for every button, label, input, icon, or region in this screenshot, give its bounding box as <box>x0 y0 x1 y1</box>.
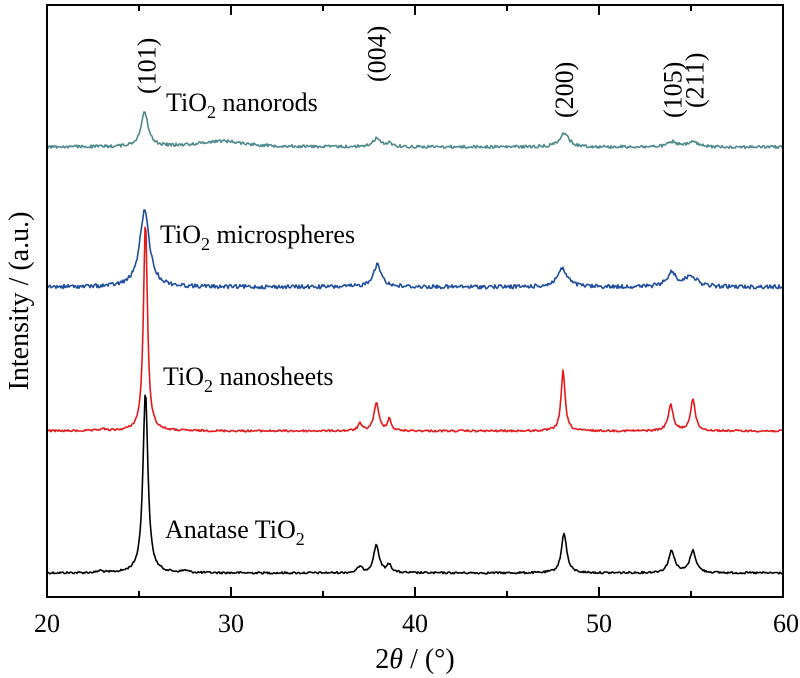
series-labels: Anatase TiO2 TiO2 nanosheets TiO2 microsph… <box>160 88 355 549</box>
x-tick-label-4: 60 <box>773 609 799 638</box>
x-tick-label-1: 30 <box>218 609 244 638</box>
series-line-1 <box>46 226 784 433</box>
x-tick-label-0: 20 <box>34 609 60 638</box>
series-traces <box>46 111 784 575</box>
x-tick-label-2: 40 <box>402 609 428 638</box>
series-line-3 <box>46 111 784 150</box>
x-tick-labels: 20 30 40 50 60 <box>34 609 799 638</box>
peak-label-1: (004) <box>362 26 391 82</box>
series-label-2: TiO2 microspheres <box>160 220 355 254</box>
series-label-1: TiO2 nanosheets <box>163 362 334 396</box>
peak-labels: (101) (004) (200) (105)(211) <box>132 26 709 118</box>
series-label-0: Anatase TiO2 <box>165 515 305 549</box>
peak-label-0: (101) <box>132 38 161 94</box>
series-label-3: TiO2 nanorods <box>166 88 318 122</box>
peak-label-2: (200) <box>550 62 579 118</box>
y-axis-title: Intensity / (a.u.) <box>4 212 35 391</box>
x-tick-label-3: 50 <box>586 609 612 638</box>
x-axis-title: 2θ / (°) <box>375 644 454 675</box>
series-line-0 <box>46 394 784 575</box>
peak-label-4: (211) <box>681 53 710 108</box>
axis-ticks <box>46 5 784 597</box>
series-line-2 <box>46 209 784 290</box>
peak-label-3: (105) <box>659 62 688 118</box>
